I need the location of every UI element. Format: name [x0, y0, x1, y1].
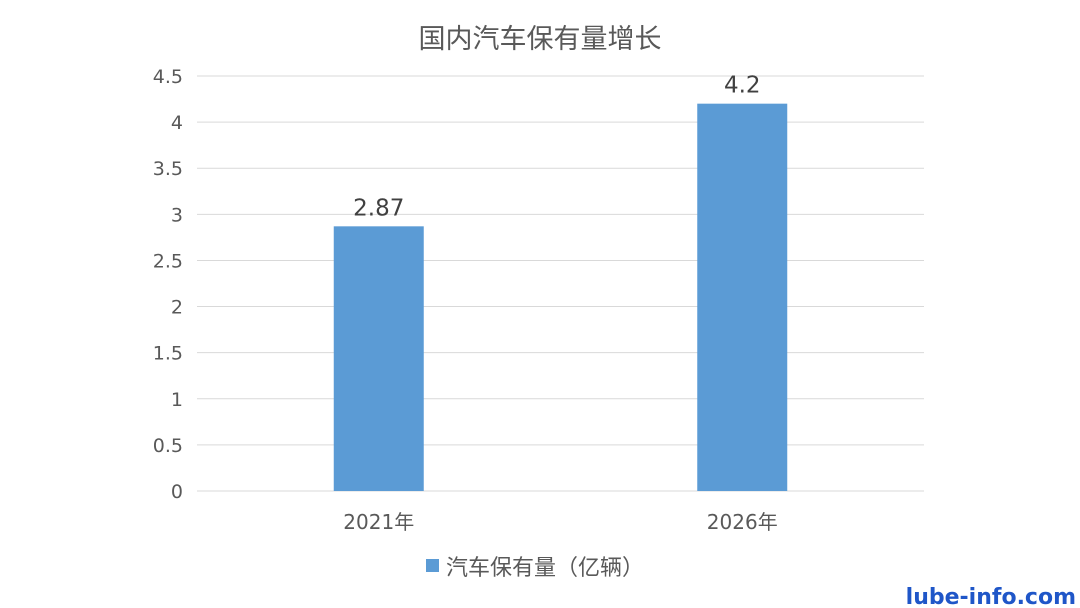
legend: 汽车保有量（亿辆）	[426, 556, 644, 581]
bars	[333, 103, 788, 492]
y-tick-label: 3	[171, 204, 183, 226]
chart-title: 国内汽车保有量增长	[419, 24, 662, 55]
gridlines	[197, 75, 924, 492]
y-tick-label: 0	[171, 481, 183, 503]
y-tick-label: 0.5	[153, 435, 183, 457]
y-tick-label: 1.5	[153, 343, 183, 365]
data-labels: 2.87 4.2	[353, 73, 760, 222]
data-label: 4.2	[724, 73, 761, 99]
y-tick-label: 1	[171, 389, 183, 411]
y-axis-ticks: 0 0.5 1 1.5 2 2.5 3 3.5 4 4.5	[153, 66, 183, 503]
x-category-label: 2021年	[343, 510, 414, 534]
y-tick-label: 4	[171, 112, 183, 134]
bar	[697, 103, 788, 492]
y-tick-label: 2.5	[153, 250, 183, 272]
watermark-text: lube-info.com	[906, 585, 1076, 608]
x-axis-categories: 2021年 2026年	[343, 510, 777, 534]
legend-label: 汽车保有量（亿辆）	[446, 556, 644, 581]
bar	[333, 226, 424, 492]
x-category-label: 2026年	[707, 510, 778, 534]
y-tick-label: 3.5	[153, 158, 183, 180]
legend-swatch	[426, 559, 439, 572]
y-tick-label: 2	[171, 297, 183, 319]
data-label: 2.87	[353, 195, 404, 221]
y-tick-label: 4.5	[153, 66, 183, 88]
